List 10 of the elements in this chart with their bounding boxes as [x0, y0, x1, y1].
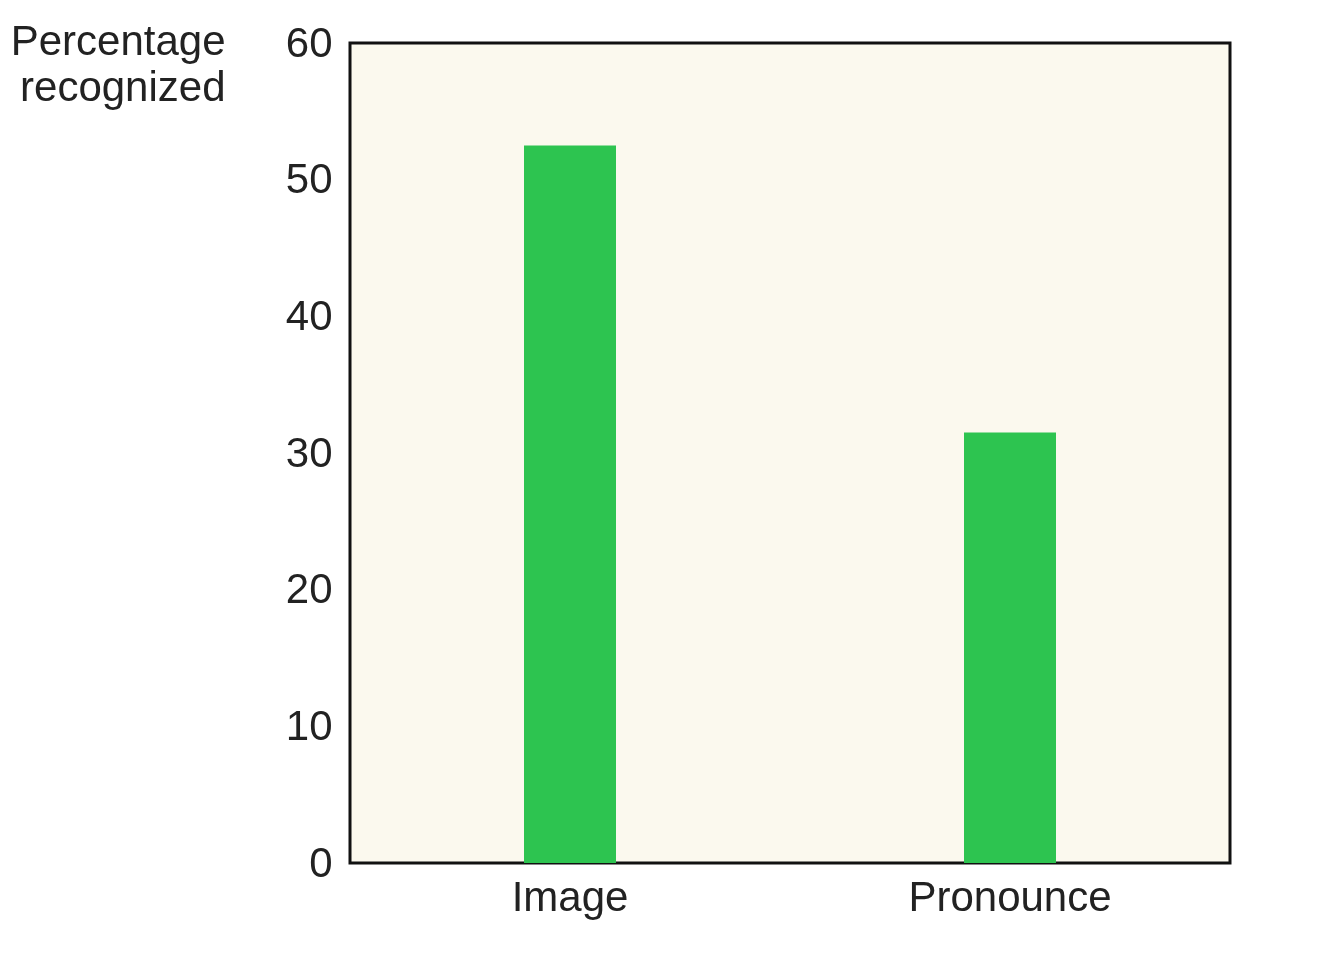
y-axis-title: Percentage recognized — [10, 16, 226, 110]
y-tick-label: 60 — [285, 18, 333, 66]
x-tick-label: Pronounce — [908, 872, 1112, 920]
y-tick-label: 40 — [285, 291, 333, 339]
y-tick-label: 10 — [285, 701, 333, 749]
x-tick-label: Image — [511, 872, 629, 920]
y-tick-label: 30 — [285, 428, 333, 476]
y-tick-label: 0 — [309, 838, 333, 886]
y-tick-label: 50 — [285, 155, 333, 203]
y-tick-label: 20 — [285, 565, 333, 613]
